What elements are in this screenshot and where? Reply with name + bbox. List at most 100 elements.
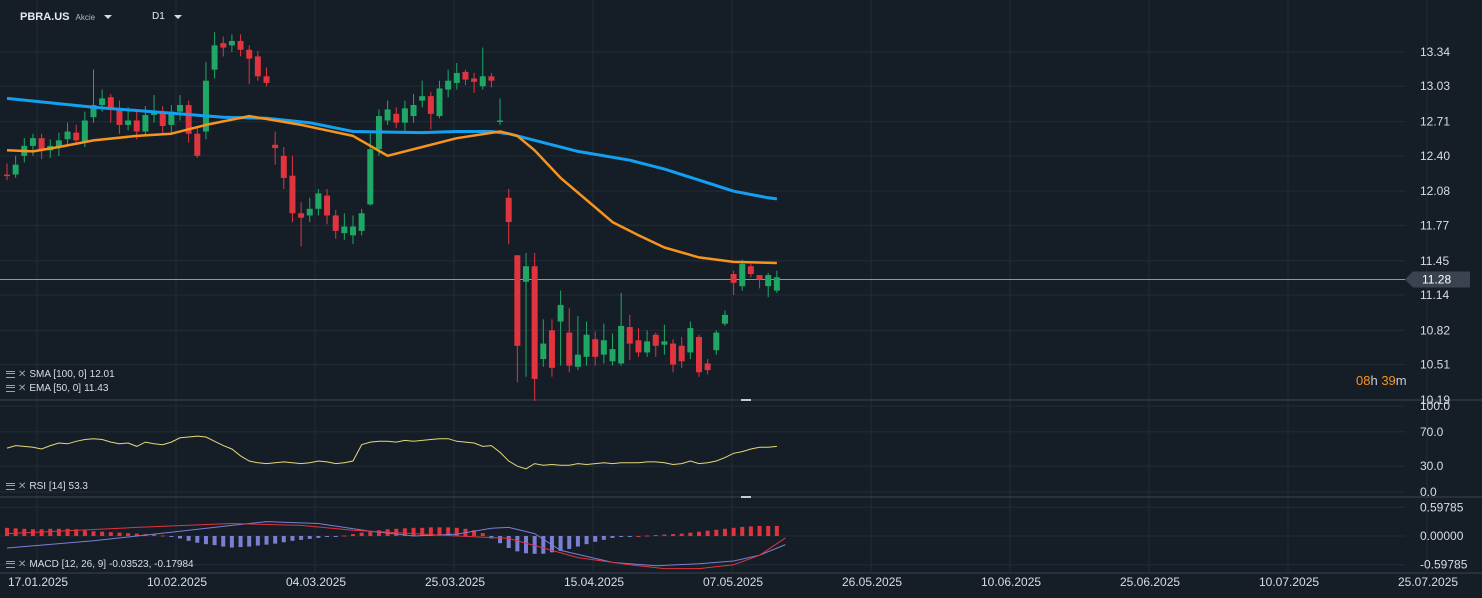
ema-value: 11.43	[84, 383, 109, 394]
macd-histogram-bar	[593, 536, 598, 542]
timeframe-selector[interactable]: D1	[152, 11, 182, 22]
macd-histogram-bar	[333, 536, 338, 537]
macd-histogram-bar	[247, 536, 252, 547]
macd-histogram-bar	[238, 536, 243, 548]
symbol-selector[interactable]: PBRA.US Akcie	[20, 11, 113, 23]
macd-histogram-bar	[472, 530, 477, 536]
price-tick-label: 12.40	[1420, 149, 1450, 163]
macd-histogram-bar	[766, 525, 771, 536]
macd-histogram-bar	[627, 536, 632, 537]
macd-line	[6, 521, 786, 567]
macd-histogram-bar	[549, 536, 554, 553]
macd-histogram-bar	[731, 527, 736, 536]
macd-histogram-bar	[636, 536, 641, 537]
candle	[592, 339, 599, 357]
macd-histogram-bar	[662, 534, 667, 536]
macd-histogram-bar	[91, 531, 96, 536]
menu-icon[interactable]	[6, 483, 15, 490]
candle	[427, 96, 434, 114]
pane-separators	[0, 399, 1482, 574]
sma-line	[6, 96, 778, 201]
macd-histogram-bar	[82, 530, 87, 536]
candle	[453, 72, 460, 83]
candle	[687, 328, 694, 353]
date-tick-label: 10.06.2025	[981, 575, 1041, 589]
candle	[635, 340, 642, 353]
price-tick-label: 10.51	[1420, 358, 1450, 372]
price-tick-label: 13.34	[1420, 45, 1450, 59]
candle	[185, 105, 192, 134]
candle	[652, 334, 659, 346]
timeframe-label: D1	[152, 11, 165, 22]
candle	[678, 345, 685, 362]
candle	[4, 174, 10, 177]
candle	[445, 80, 452, 90]
price-axis: 13.34 13.03 12.71 12.40 12.08 11.77 11.45 11.14…	[1405, 45, 1470, 572]
macd-histogram-bar	[697, 531, 701, 536]
macd-histogram-bar	[688, 532, 693, 536]
close-icon[interactable]: ✕	[18, 480, 27, 492]
macd-histogram-bar	[428, 527, 433, 536]
macd-histogram-bar	[480, 533, 485, 536]
macd-histogram-bar	[325, 536, 330, 537]
candle	[159, 111, 166, 127]
grid-lines	[0, 0, 1428, 572]
candle	[142, 114, 149, 132]
rsi-tick-label: 70.0	[1420, 425, 1444, 439]
candle	[38, 138, 45, 151]
pane-resize-handle	[741, 399, 751, 401]
macd-histogram-bar	[584, 536, 589, 545]
candle	[704, 363, 711, 371]
macd-histogram-bar	[212, 536, 217, 546]
price-tick-label: 11.45	[1420, 254, 1449, 268]
rsi-line	[6, 435, 777, 470]
candle	[436, 88, 443, 117]
candle	[497, 120, 504, 122]
candle	[350, 226, 356, 236]
candle-countdown: 08h 39m	[1356, 373, 1407, 388]
close-icon[interactable]: ✕	[18, 558, 27, 570]
macd-histogram-bar	[541, 536, 546, 554]
macd-histogram-bar	[65, 528, 70, 536]
macd-histogram-bar	[671, 534, 676, 536]
macd-histogram-bar	[169, 536, 174, 537]
menu-icon[interactable]	[6, 371, 15, 378]
rsi-tick-label: 0.0	[1420, 485, 1437, 499]
candle	[246, 49, 253, 59]
candle	[168, 111, 175, 125]
candle	[367, 149, 374, 205]
candlestick-series	[4, 32, 780, 402]
macd-histogram-bar	[411, 527, 416, 536]
macd-histogram-bar	[100, 531, 105, 536]
macd-histogram-bar	[524, 536, 528, 554]
candle	[696, 336, 702, 373]
macd-histogram-bar	[273, 536, 278, 544]
close-icon[interactable]: ✕	[18, 368, 27, 380]
macd-histogram-bar	[498, 536, 503, 544]
menu-icon[interactable]	[6, 561, 15, 568]
price-tick-label: 11.14	[1420, 288, 1449, 302]
macd-histogram-bar	[757, 525, 762, 536]
current-price-label: 11.28	[1422, 273, 1451, 287]
macd-histogram-bar	[264, 536, 269, 545]
macd-histogram-bar	[774, 525, 779, 536]
indicator-sma: ✕ SMA [100, 0] 12.01	[6, 369, 115, 380]
candle	[315, 193, 322, 209]
candle	[609, 349, 616, 362]
close-icon[interactable]: ✕	[18, 382, 27, 394]
symbol-type: Akcie	[75, 12, 96, 22]
moving-average-series	[6, 96, 778, 265]
menu-icon[interactable]	[6, 385, 15, 392]
candle	[332, 215, 339, 231]
date-axis: 17.01.2025 10.02.2025 04.03.2025 25.03.2025…	[8, 575, 1458, 589]
macd-histogram-bar	[402, 528, 407, 536]
indicator-rsi: ✕ RSI [14] 53.3	[6, 481, 88, 492]
macd-histogram-bar	[376, 530, 381, 536]
candle	[116, 108, 123, 125]
macd-histogram-bar	[203, 536, 208, 545]
macd-histogram-bar	[229, 536, 234, 548]
macd-histogram-bar	[290, 536, 295, 541]
indicator-macd: ✕ MACD [12, 26, 9] -0.03523, -0.17984	[6, 559, 194, 570]
